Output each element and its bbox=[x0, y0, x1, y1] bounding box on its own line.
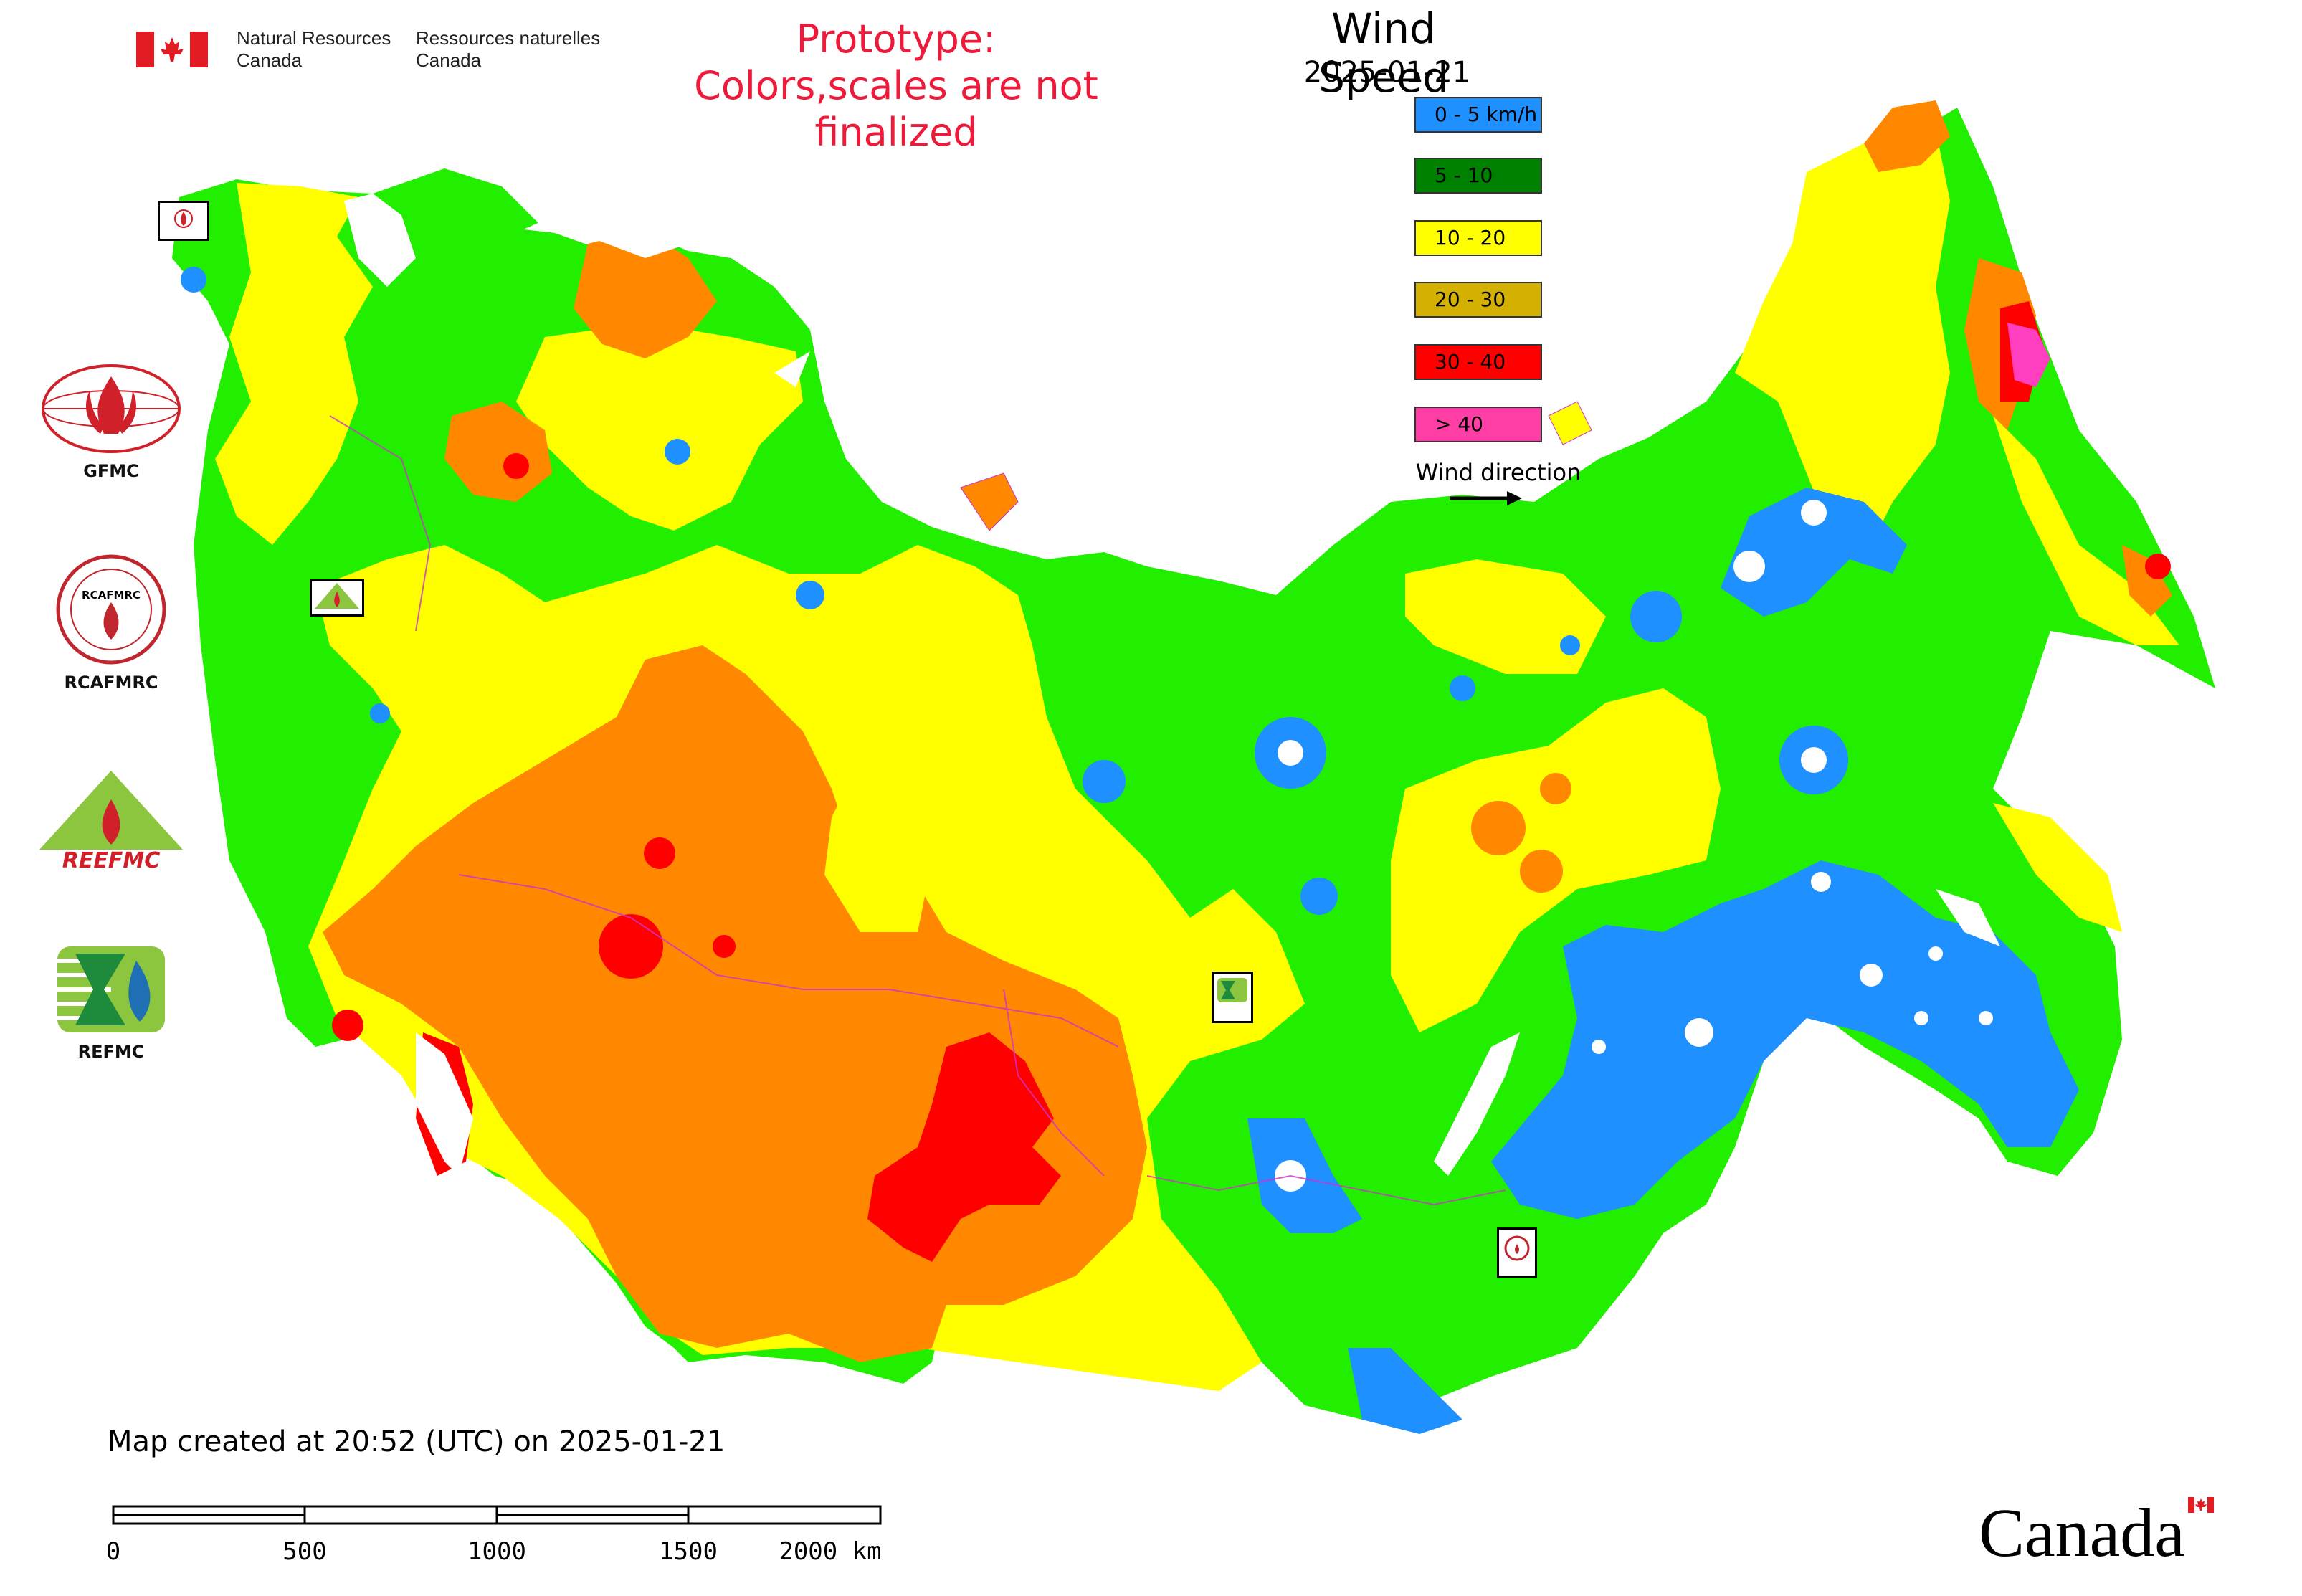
map-created-text: Map created at 20:52 (UTC) on 2025-01-21 bbox=[108, 1425, 726, 1458]
legend-item-gale: > 40 bbox=[1414, 407, 1542, 442]
refmc-logo-icon bbox=[57, 946, 165, 1032]
scale-label-500: 500 bbox=[282, 1537, 326, 1566]
legend-item-light: 5 - 10 bbox=[1414, 158, 1542, 194]
wind-direction-arrow-icon bbox=[1450, 491, 1522, 505]
rcafmrc-inner-text: RCAFMRC bbox=[82, 589, 141, 602]
rcafmrc-logo-icon: RCAFMRC bbox=[56, 554, 166, 665]
canada-wordmark-text: Canada bbox=[1979, 1494, 2185, 1570]
zone-gale bbox=[2007, 323, 2050, 387]
logo-gfmc: GFMC bbox=[29, 362, 194, 481]
wordmark-flag-icon bbox=[2188, 1497, 2214, 1513]
logo-refmc: REFMC bbox=[29, 943, 194, 1062]
logo-rcafmrc: RCAFMRC RCAFMRC bbox=[29, 552, 194, 693]
prototype-notice: Prototype: Colors,scales are not finaliz… bbox=[645, 16, 1147, 156]
logo-caption-rcafmrc: RCAFMRC bbox=[64, 673, 158, 693]
legend-label: > 40 bbox=[1435, 412, 1483, 436]
reefmc-marker-icon bbox=[315, 583, 359, 609]
boundaries bbox=[329, 415, 1506, 1206]
gov-name-fr-line2: Canada bbox=[416, 49, 482, 71]
gov-name-fr: Ressources naturelles Canada bbox=[416, 27, 600, 72]
reefmc-marker[interactable] bbox=[310, 579, 364, 617]
legend-label: 20 - 30 bbox=[1435, 288, 1506, 311]
logo-reefmc: REEFMC bbox=[29, 767, 194, 878]
gov-name-en: Natural Resources Canada bbox=[237, 27, 391, 72]
legend-title: Wind Speed bbox=[1318, 4, 1449, 102]
legend-label: 0 - 5 km/h bbox=[1435, 103, 1538, 126]
scale-bar: 0 500 1000 1500 2000 km bbox=[106, 1505, 882, 1566]
calm-centers bbox=[1275, 500, 1993, 1192]
gov-name-en-line1: Natural Resources bbox=[237, 27, 391, 49]
canada-flag-icon bbox=[136, 32, 208, 67]
prototype-notice-line2: Colors,scales are not finalized bbox=[694, 63, 1098, 155]
reefmc-logo-icon: REEFMC bbox=[39, 771, 183, 873]
logo-caption-gfmc: GFMC bbox=[83, 461, 139, 481]
refmc-marker[interactable] bbox=[1212, 972, 1253, 1023]
legend-item-fresh: 20 - 30 bbox=[1414, 282, 1542, 318]
reefmc-wordmark: REEFMC bbox=[62, 848, 160, 873]
legend-label: 30 - 40 bbox=[1435, 350, 1506, 374]
gov-name-en-line2: Canada bbox=[237, 49, 303, 71]
rcafmrc-marker[interactable] bbox=[1497, 1227, 1537, 1278]
scale-label-1500: 1500 bbox=[659, 1537, 718, 1566]
prototype-notice-line1: Prototype: bbox=[796, 16, 997, 62]
canada-wordmark: Canada bbox=[1979, 1494, 2214, 1570]
gfmc-marker[interactable] bbox=[158, 201, 209, 241]
legend-label: 5 - 10 bbox=[1435, 163, 1493, 187]
gov-name-fr-line1: Ressources naturelles bbox=[416, 27, 601, 49]
gfmc-logo-icon bbox=[42, 364, 181, 453]
scale-label-1000: 1000 bbox=[467, 1537, 526, 1566]
refmc-marker-icon bbox=[1217, 978, 1247, 1002]
legend-item-moderate: 10 - 20 bbox=[1414, 220, 1542, 256]
arctic-islands bbox=[960, 401, 1592, 531]
logo-caption-refmc: REFMC bbox=[77, 1042, 145, 1062]
gfmc-marker-icon bbox=[174, 209, 193, 228]
wind-direction-label: Wind direction bbox=[1415, 459, 1582, 486]
scale-label-2000: 2000 km bbox=[779, 1537, 881, 1566]
scale-label-0: 0 bbox=[106, 1537, 120, 1566]
legend-item-calm: 0 - 5 km/h bbox=[1414, 97, 1542, 133]
water-bodies bbox=[344, 194, 2000, 1176]
rcafmrc-marker-icon bbox=[1504, 1235, 1530, 1261]
legend-item-strong: 30 - 40 bbox=[1414, 344, 1542, 380]
legend-date: 2025-01-21 bbox=[1303, 56, 1471, 89]
legend-label: 10 - 20 bbox=[1435, 226, 1506, 250]
